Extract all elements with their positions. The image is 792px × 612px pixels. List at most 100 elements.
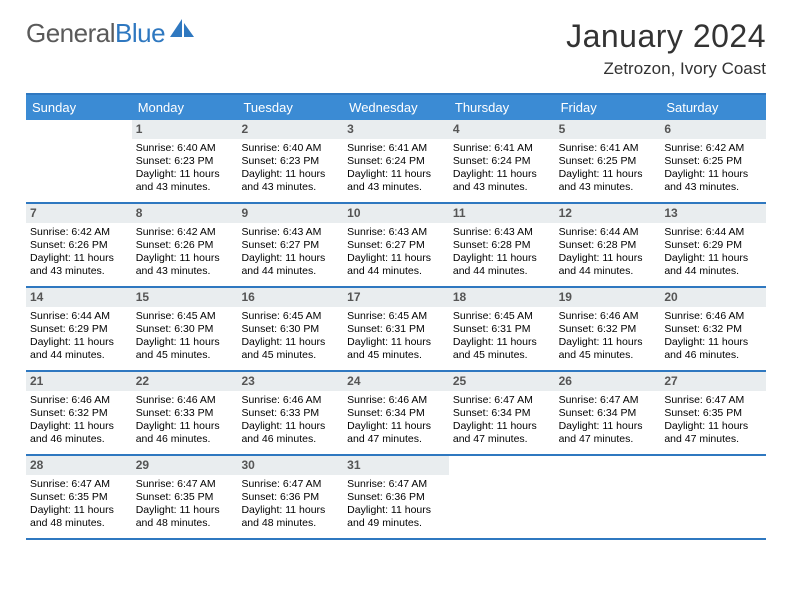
calendar-cell: 12 Sunrise: 6:44 AMSunset: 6:28 PMDayligh… <box>555 204 661 286</box>
day-info: Sunrise: 6:40 AMSunset: 6:23 PMDaylight:… <box>241 142 339 195</box>
logo: GeneralBlue <box>26 18 198 49</box>
day-number: 9 <box>237 204 343 223</box>
day-info: Sunrise: 6:45 AMSunset: 6:30 PMDaylight:… <box>136 310 234 363</box>
day-number: 20 <box>660 288 766 307</box>
day-info: Sunrise: 6:47 AMSunset: 6:34 PMDaylight:… <box>559 394 657 447</box>
calendar-cell: 16 Sunrise: 6:45 AMSunset: 6:30 PMDayligh… <box>237 288 343 370</box>
calendar-cell: 14Sunrise: 6:44 AMSunset: 6:29 PMDayligh… <box>26 288 132 370</box>
calendar-cell: 29Sunrise: 6:47 AMSunset: 6:35 PMDayligh… <box>132 456 238 538</box>
calendar-cell: 18 Sunrise: 6:45 AMSunset: 6:31 PMDayligh… <box>449 288 555 370</box>
calendar-cell: 10 Sunrise: 6:43 AMSunset: 6:27 PMDayligh… <box>343 204 449 286</box>
day-number: 3 <box>343 120 449 139</box>
day-number: 28 <box>26 456 132 475</box>
day-number: 1 <box>132 120 238 139</box>
day-number: 27 <box>660 372 766 391</box>
day-number: 5 <box>555 120 661 139</box>
day-info: Sunrise: 6:41 AMSunset: 6:24 PMDaylight:… <box>347 142 445 195</box>
day-info: Sunrise: 6:42 AMSunset: 6:25 PMDaylight:… <box>664 142 762 195</box>
calendar-cell: 9 Sunrise: 6:43 AMSunset: 6:27 PMDaylight… <box>237 204 343 286</box>
calendar-cell: 22Sunrise: 6:46 AMSunset: 6:33 PMDayligh… <box>132 372 238 454</box>
dayhead: Tuesday <box>237 95 343 120</box>
calendar-cell: 11 Sunrise: 6:43 AMSunset: 6:28 PMDayligh… <box>449 204 555 286</box>
month-title: January 2024 <box>566 18 766 55</box>
day-info: Sunrise: 6:42 AMSunset: 6:26 PMDaylight:… <box>30 226 128 279</box>
day-number: 14 <box>26 288 132 307</box>
day-info: Sunrise: 6:46 AMSunset: 6:32 PMDaylight:… <box>559 310 657 363</box>
calendar-cell: . <box>26 120 132 202</box>
title-block: January 2024 Zetrozon, Ivory Coast <box>566 18 766 79</box>
calendar-cell: 8 Sunrise: 6:42 AMSunset: 6:26 PMDaylight… <box>132 204 238 286</box>
calendar: SundayMondayTuesdayWednesdayThursdayFrid… <box>26 93 766 540</box>
day-info: Sunrise: 6:46 AMSunset: 6:34 PMDaylight:… <box>347 394 445 447</box>
day-info: Sunrise: 6:47 AMSunset: 6:35 PMDaylight:… <box>30 478 128 531</box>
dayhead: Saturday <box>660 95 766 120</box>
calendar-cell: 5 Sunrise: 6:41 AMSunset: 6:25 PMDaylight… <box>555 120 661 202</box>
day-number: 30 <box>237 456 343 475</box>
day-number: 23 <box>237 372 343 391</box>
day-info: Sunrise: 6:41 AMSunset: 6:24 PMDaylight:… <box>453 142 551 195</box>
calendar-cell: 17 Sunrise: 6:45 AMSunset: 6:31 PMDayligh… <box>343 288 449 370</box>
week-row: 28Sunrise: 6:47 AMSunset: 6:35 PMDayligh… <box>26 456 766 540</box>
day-number: 18 <box>449 288 555 307</box>
day-info: Sunrise: 6:47 AMSunset: 6:36 PMDaylight:… <box>347 478 445 531</box>
day-info: Sunrise: 6:44 AMSunset: 6:29 PMDaylight:… <box>664 226 762 279</box>
calendar-cell: . <box>555 456 661 538</box>
calendar-cell: . <box>449 456 555 538</box>
day-info: Sunrise: 6:43 AMSunset: 6:28 PMDaylight:… <box>453 226 551 279</box>
calendar-cell: . <box>660 456 766 538</box>
calendar-cell: 13 Sunrise: 6:44 AMSunset: 6:29 PMDayligh… <box>660 204 766 286</box>
day-info: Sunrise: 6:46 AMSunset: 6:33 PMDaylight:… <box>241 394 339 447</box>
calendar-cell: 31 Sunrise: 6:47 AMSunset: 6:36 PMDayligh… <box>343 456 449 538</box>
day-number: 12 <box>555 204 661 223</box>
day-number: 24 <box>343 372 449 391</box>
day-info: Sunrise: 6:40 AMSunset: 6:23 PMDaylight:… <box>136 142 234 195</box>
day-number: 8 <box>132 204 238 223</box>
calendar-cell: 2 Sunrise: 6:40 AMSunset: 6:23 PMDaylight… <box>237 120 343 202</box>
calendar-cell: 27 Sunrise: 6:47 AMSunset: 6:35 PMDayligh… <box>660 372 766 454</box>
dayhead: Monday <box>132 95 238 120</box>
dayhead: Sunday <box>26 95 132 120</box>
calendar-cell: 1 Sunrise: 6:40 AMSunset: 6:23 PMDaylight… <box>132 120 238 202</box>
calendar-cell: 15 Sunrise: 6:45 AMSunset: 6:30 PMDayligh… <box>132 288 238 370</box>
day-info: Sunrise: 6:45 AMSunset: 6:30 PMDaylight:… <box>241 310 339 363</box>
day-info: Sunrise: 6:43 AMSunset: 6:27 PMDaylight:… <box>347 226 445 279</box>
dayhead: Friday <box>555 95 661 120</box>
location: Zetrozon, Ivory Coast <box>566 59 766 79</box>
day-number: 13 <box>660 204 766 223</box>
day-info: Sunrise: 6:45 AMSunset: 6:31 PMDaylight:… <box>347 310 445 363</box>
calendar-cell: 23 Sunrise: 6:46 AMSunset: 6:33 PMDayligh… <box>237 372 343 454</box>
calendar-cell: 7 Sunrise: 6:42 AMSunset: 6:26 PMDaylight… <box>26 204 132 286</box>
calendar-cell: 3 Sunrise: 6:41 AMSunset: 6:24 PMDaylight… <box>343 120 449 202</box>
day-number: 22 <box>132 372 238 391</box>
day-info: Sunrise: 6:41 AMSunset: 6:25 PMDaylight:… <box>559 142 657 195</box>
day-info: Sunrise: 6:44 AMSunset: 6:28 PMDaylight:… <box>559 226 657 279</box>
day-number: 16 <box>237 288 343 307</box>
day-number: 25 <box>449 372 555 391</box>
day-number: 11 <box>449 204 555 223</box>
calendar-cell: 4Sunrise: 6:41 AMSunset: 6:24 PMDaylight… <box>449 120 555 202</box>
calendar-cell: 28 Sunrise: 6:47 AMSunset: 6:35 PMDayligh… <box>26 456 132 538</box>
day-info: Sunrise: 6:42 AMSunset: 6:26 PMDaylight:… <box>136 226 234 279</box>
calendar-cell: 30 Sunrise: 6:47 AMSunset: 6:36 PMDayligh… <box>237 456 343 538</box>
calendar-cell: 6Sunrise: 6:42 AMSunset: 6:25 PMDaylight… <box>660 120 766 202</box>
calendar-cell: 26 Sunrise: 6:47 AMSunset: 6:34 PMDayligh… <box>555 372 661 454</box>
calendar-cell: 19Sunrise: 6:46 AMSunset: 6:32 PMDayligh… <box>555 288 661 370</box>
day-info: Sunrise: 6:46 AMSunset: 6:32 PMDaylight:… <box>664 310 762 363</box>
calendar-cell: 21Sunrise: 6:46 AMSunset: 6:32 PMDayligh… <box>26 372 132 454</box>
day-info: Sunrise: 6:47 AMSunset: 6:35 PMDaylight:… <box>136 478 234 531</box>
day-number: 17 <box>343 288 449 307</box>
calendar-cell: 25 Sunrise: 6:47 AMSunset: 6:34 PMDayligh… <box>449 372 555 454</box>
day-number: 31 <box>343 456 449 475</box>
day-info: Sunrise: 6:47 AMSunset: 6:35 PMDaylight:… <box>664 394 762 447</box>
day-number: 7 <box>26 204 132 223</box>
day-info: Sunrise: 6:47 AMSunset: 6:34 PMDaylight:… <box>453 394 551 447</box>
day-info: Sunrise: 6:47 AMSunset: 6:36 PMDaylight:… <box>241 478 339 531</box>
day-number: 10 <box>343 204 449 223</box>
day-number: 15 <box>132 288 238 307</box>
day-info: Sunrise: 6:45 AMSunset: 6:31 PMDaylight:… <box>453 310 551 363</box>
dayhead: Thursday <box>449 95 555 120</box>
day-info: Sunrise: 6:43 AMSunset: 6:27 PMDaylight:… <box>241 226 339 279</box>
day-number: 2 <box>237 120 343 139</box>
day-number: 26 <box>555 372 661 391</box>
week-row: 21Sunrise: 6:46 AMSunset: 6:32 PMDayligh… <box>26 372 766 456</box>
